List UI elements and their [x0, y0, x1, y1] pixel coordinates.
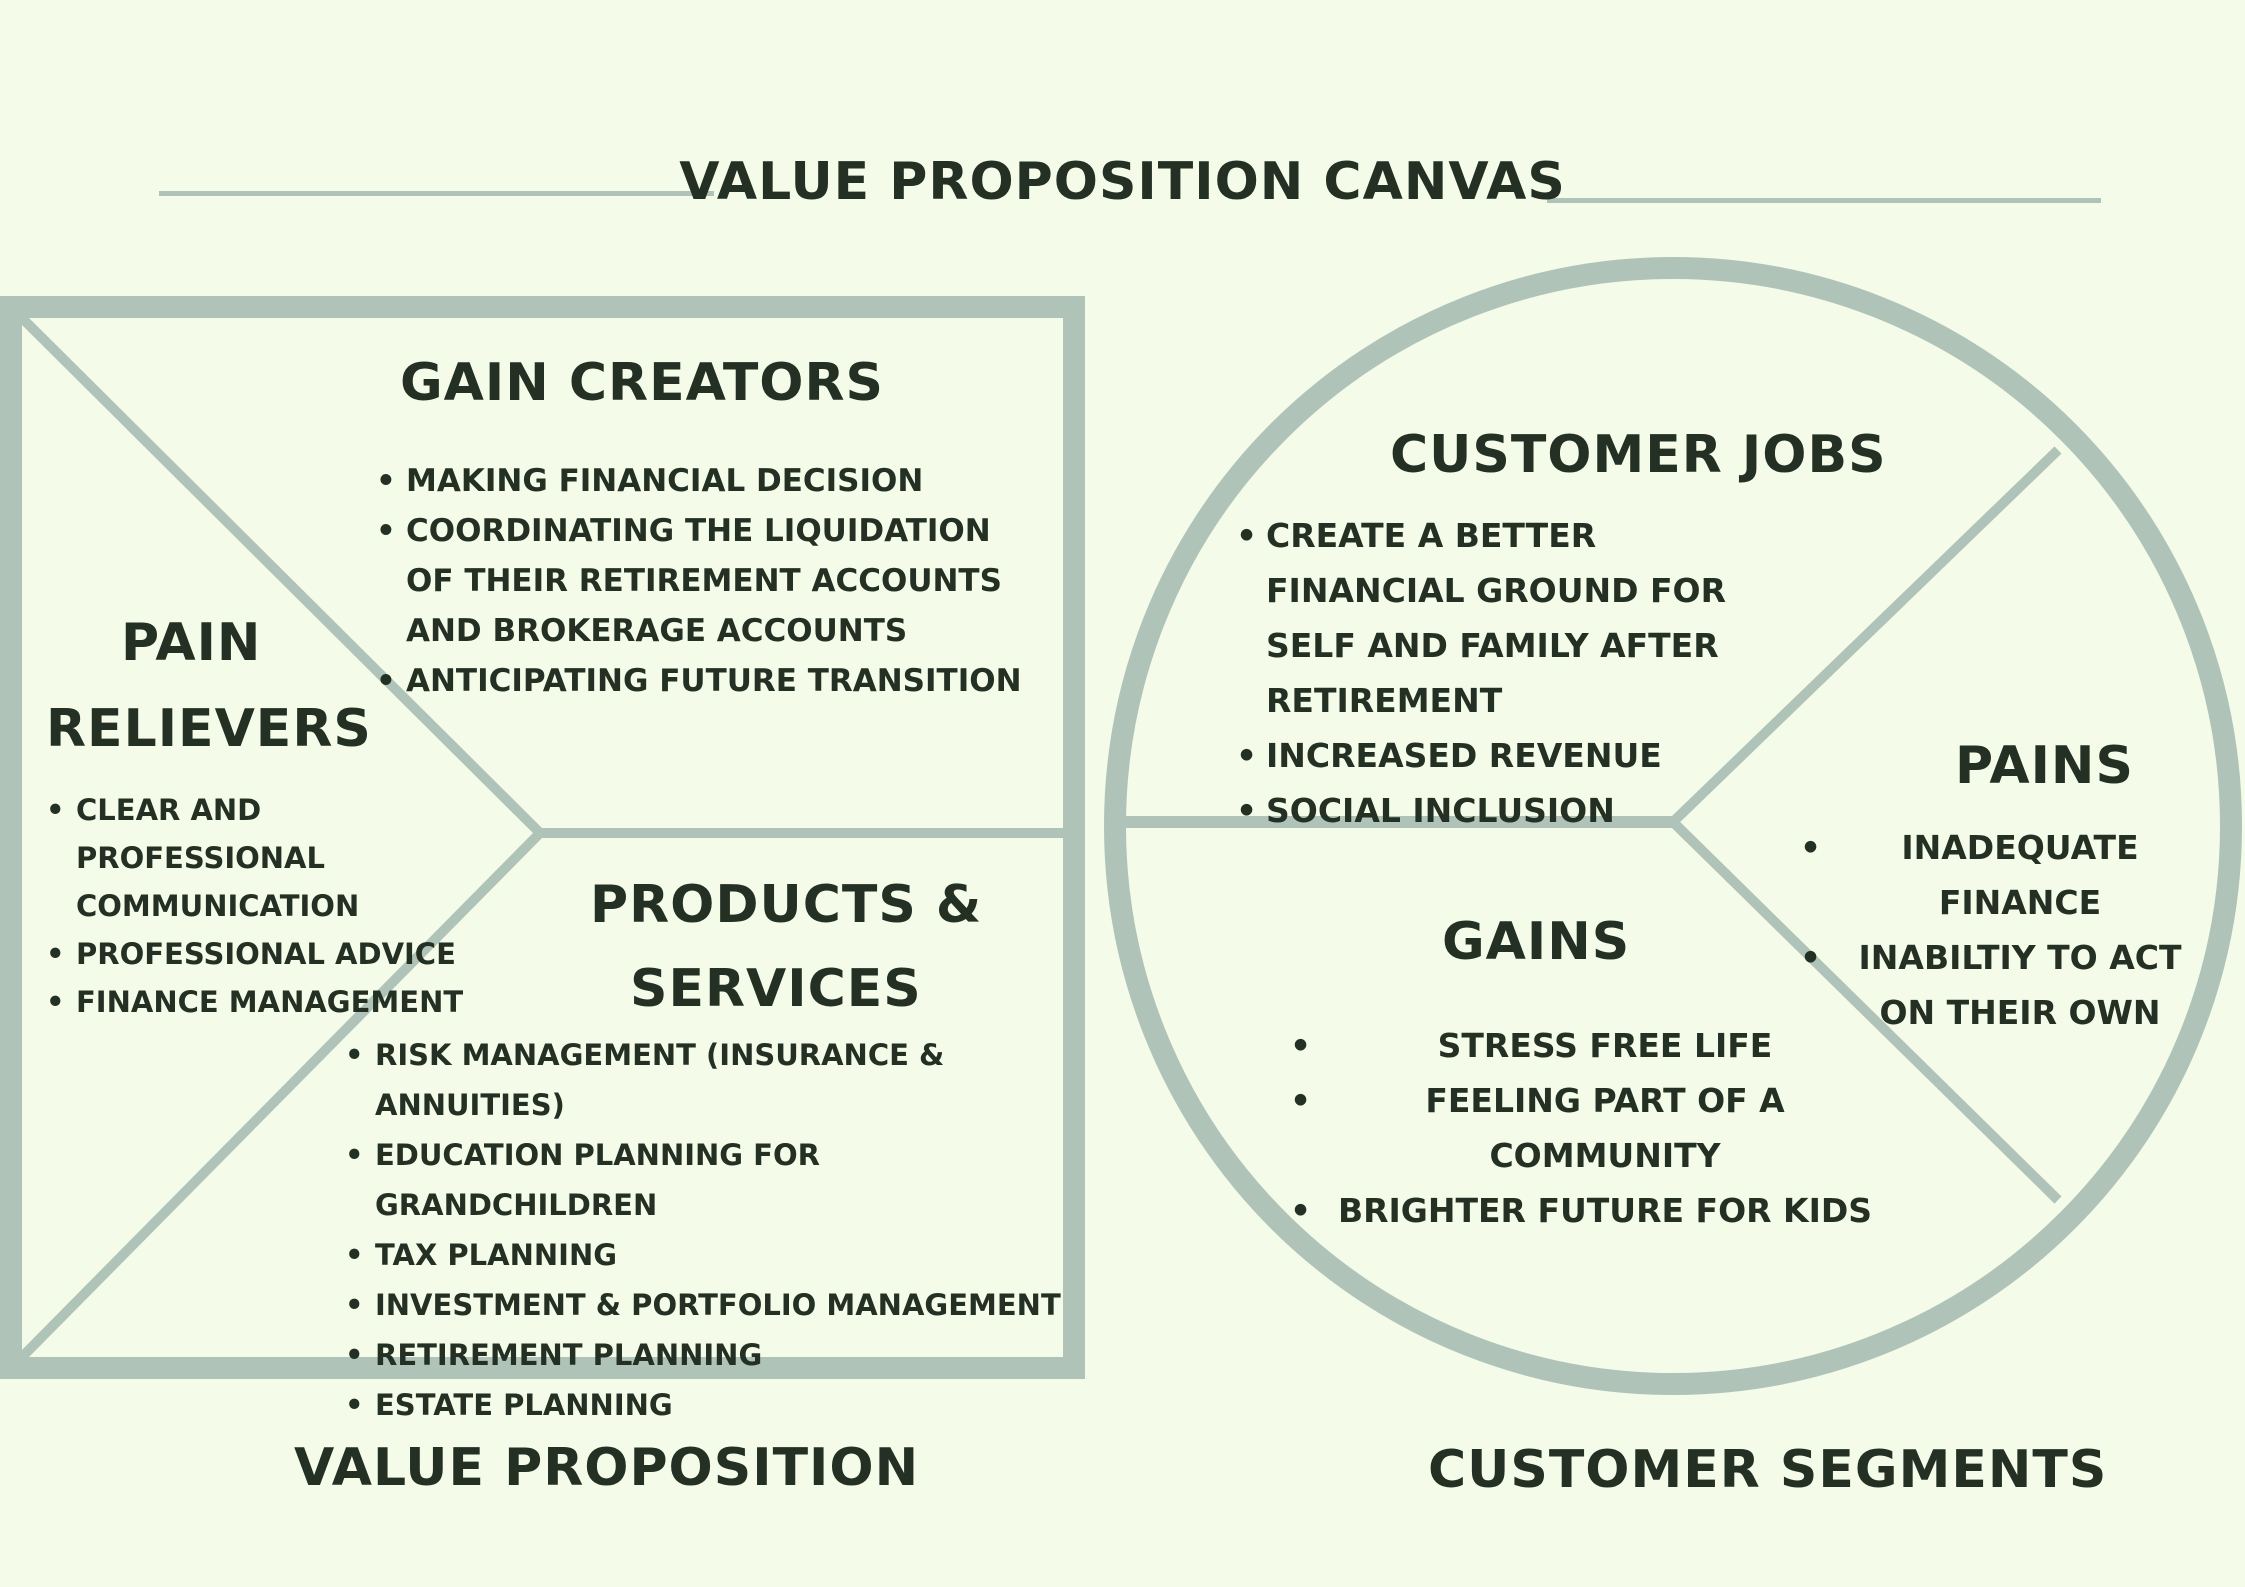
list-item: SOCIAL INCLUSION — [1236, 783, 1796, 838]
list-item: FEELING PART OF A COMMUNITY — [1290, 1073, 1890, 1183]
list-item: INADEQUATE FINANCE — [1800, 820, 2210, 930]
list-item: ESTATE PLANNING — [345, 1380, 1065, 1430]
pain-relievers-list: CLEAR AND PROFESSIONAL COMMUNICATION PRO… — [46, 786, 486, 1026]
pains-list: INADEQUATE FINANCE INABILTIY TO ACT ON T… — [1800, 820, 2210, 1040]
pain-relievers-heading-line2: RELIEVERS — [46, 699, 372, 759]
list-item: INVESTMENT & PORTFOLIO MANAGEMENT — [345, 1280, 1065, 1330]
gains-list: STRESS FREE LIFE FEELING PART OF A COMMU… — [1290, 1018, 1890, 1238]
title-rule-right — [1547, 198, 2101, 203]
list-item: EDUCATION PLANNING FOR GRANDCHILDREN — [345, 1130, 1065, 1230]
list-item: FINANCE MANAGEMENT — [46, 978, 486, 1026]
title-rule-left — [159, 191, 714, 196]
list-item: ANTICIPATING FUTURE TRANSITION — [376, 656, 1036, 706]
customer-segments-label: CUSTOMER SEGMENTS — [1428, 1440, 2108, 1500]
customer-jobs-heading: CUSTOMER JOBS — [1390, 425, 1887, 485]
arrow-line-upper — [18, 314, 544, 837]
customer-jobs-list: CREATE A BETTER FINANCIAL GROUND FOR SEL… — [1236, 508, 1796, 838]
pain-relievers-heading-line1: PAIN — [121, 613, 262, 673]
list-item: INABILTIY TO ACT ON THEIR OWN — [1800, 930, 2210, 1040]
list-item: RETIREMENT PLANNING — [345, 1330, 1065, 1380]
list-item: BRIGHTER FUTURE FOR KIDS — [1290, 1183, 1890, 1238]
list-item: INCREASED REVENUE — [1236, 728, 1796, 783]
customer-segments-frame — [1104, 257, 2242, 1395]
list-item: CREATE A BETTER FINANCIAL GROUND FOR SEL… — [1236, 508, 1796, 728]
gains-heading: GAINS — [1442, 912, 1631, 972]
list-item: COORDINATING THE LIQUIDATION OF THEIR RE… — [376, 506, 1036, 656]
gain-creators-heading: GAIN CREATORS — [400, 353, 884, 413]
list-item: RISK MANAGEMENT (INSURANCE & ANNUITIES) — [345, 1030, 1065, 1130]
products-services-heading-line2: SERVICES — [630, 959, 922, 1019]
gain-creators-list: MAKING FINANCIAL DECISION COORDINATING T… — [376, 456, 1036, 706]
list-item: PROFESSIONAL ADVICE — [46, 930, 486, 978]
list-item: TAX PLANNING — [345, 1230, 1065, 1280]
list-item: CLEAR AND PROFESSIONAL COMMUNICATION — [46, 786, 486, 930]
list-item: MAKING FINANCIAL DECISION — [376, 456, 1036, 506]
list-item: STRESS FREE LIFE — [1290, 1018, 1890, 1073]
value-proposition-label: VALUE PROPOSITION — [294, 1438, 920, 1498]
page-title: VALUE PROPOSITION CANVAS — [679, 152, 1566, 212]
pains-heading: PAINS — [1955, 736, 2134, 796]
products-services-list: RISK MANAGEMENT (INSURANCE & ANNUITIES) … — [345, 1030, 1065, 1430]
products-services-heading-line1: PRODUCTS & — [590, 875, 983, 935]
